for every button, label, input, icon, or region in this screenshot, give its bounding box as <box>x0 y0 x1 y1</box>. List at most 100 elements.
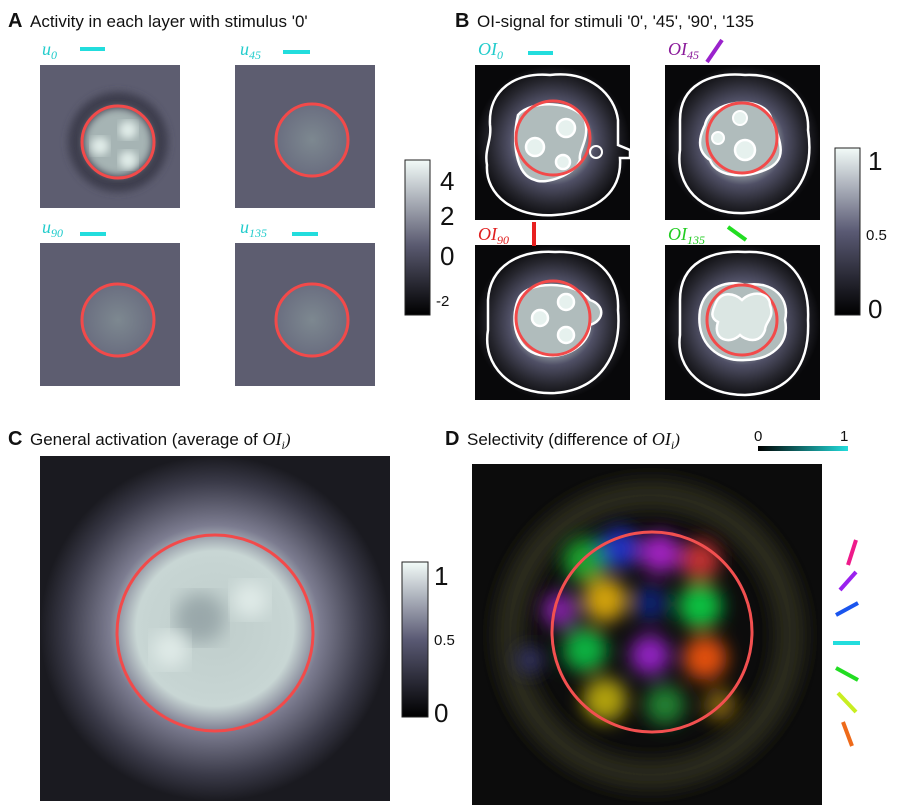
text-part: OI <box>668 39 688 59</box>
text-part: 90 <box>497 233 509 247</box>
image-a135 <box>235 243 375 386</box>
colorbar-tick: 0.5 <box>434 632 455 649</box>
orientation-bar <box>283 50 310 54</box>
image-b90 <box>475 245 630 400</box>
image-shape <box>119 151 137 169</box>
colorbar-tick: 4 <box>440 166 454 196</box>
image-label: u135 <box>240 217 267 240</box>
image-shape <box>91 137 109 155</box>
image-shape <box>630 635 670 675</box>
colorbar-b: 1 0.5 0 <box>834 146 887 324</box>
text-part: u <box>42 217 51 237</box>
image-shape <box>556 292 576 312</box>
image-shape <box>600 528 640 568</box>
image-labels-a: u0 u45 u90 u135 <box>42 39 318 240</box>
image-label: OI90 <box>478 224 509 247</box>
image-shape <box>838 570 858 592</box>
text-part: 90 <box>51 226 63 240</box>
panel-title: Selectivity (difference of OIi) <box>467 429 680 452</box>
text-part: OI <box>668 224 688 244</box>
colorbar-tick: 1 <box>434 561 448 591</box>
colorbar-c: 1 0.5 0 <box>401 561 455 728</box>
image-shape <box>276 284 348 356</box>
colorbar-tick: 0 <box>440 241 454 271</box>
text-part: 0 <box>497 48 503 62</box>
image-shape <box>524 136 546 158</box>
colorbar-tick: 0 <box>868 294 882 324</box>
orientation-bar <box>528 51 553 55</box>
image-d <box>472 464 822 805</box>
image-label: OI45 <box>668 39 699 62</box>
image-shape <box>542 592 578 628</box>
image-c <box>40 456 390 801</box>
image-shape <box>82 284 154 356</box>
text-part: i <box>281 438 284 452</box>
image-shape <box>846 539 858 566</box>
text-part: u <box>240 39 249 59</box>
image-shape <box>232 582 268 618</box>
image-shape <box>732 110 748 126</box>
image-shape <box>645 685 685 725</box>
image-label: u0 <box>42 39 57 62</box>
image-shape <box>711 131 725 145</box>
colorbar-tick: 1 <box>840 428 848 445</box>
image-shape <box>495 480 805 790</box>
image-b45 <box>665 65 820 220</box>
text-part: i <box>671 438 674 452</box>
image-shape <box>834 147 861 316</box>
image-shape <box>80 104 156 180</box>
panel-title: General activation (average of OIi) <box>30 429 291 452</box>
image-shape <box>472 464 822 805</box>
text-part: ) <box>284 430 291 449</box>
image-shape <box>632 585 668 621</box>
image-shape <box>119 121 137 139</box>
image-shape <box>274 282 350 358</box>
image-a45 <box>235 65 375 208</box>
image-shape <box>514 279 592 357</box>
image-shape <box>680 540 720 580</box>
colorbar-tick: 0 <box>754 428 762 445</box>
image-shape <box>115 533 315 733</box>
orientation-bar <box>726 225 748 242</box>
image-shape <box>152 632 188 668</box>
panel-letter: B <box>455 10 469 32</box>
image-shape <box>404 159 431 316</box>
image-a0 <box>40 65 180 208</box>
orientation-bar <box>80 47 105 51</box>
image-b0 <box>475 65 632 220</box>
panel-title: OI-signal for stimuli '0', '45', '90', '… <box>477 12 754 31</box>
image-shape <box>530 308 550 328</box>
colorbar-tick: 1 <box>868 146 882 176</box>
text-part: OI <box>478 224 498 244</box>
image-shape <box>683 636 727 680</box>
image-shape <box>841 721 854 747</box>
image-shape <box>678 73 811 215</box>
text-part: OI <box>262 429 282 449</box>
image-b135 <box>665 245 820 400</box>
text-part: Selectivity (difference of <box>467 430 652 449</box>
image-shape <box>485 250 620 395</box>
image-shape <box>678 250 810 397</box>
panel-letter: A <box>8 10 22 32</box>
image-shape <box>555 117 577 139</box>
image-a90 <box>40 243 180 386</box>
orientation-bar <box>292 232 318 236</box>
image-shape <box>836 691 858 714</box>
orientation-bar <box>532 222 536 246</box>
image-shape <box>276 104 348 176</box>
image-shape <box>401 561 429 718</box>
image-shape <box>589 145 603 159</box>
text-part: OI <box>478 39 498 59</box>
text-part: 0 <box>51 48 57 62</box>
text-part: u <box>240 217 249 237</box>
image-labels-b: OI0 OI45 OI90 OI135 <box>478 38 748 247</box>
image-shape <box>678 584 722 628</box>
image-shape <box>835 601 859 617</box>
image-shape <box>758 446 848 451</box>
image-shape <box>583 578 627 622</box>
panel-letter: C <box>8 428 22 450</box>
panel-title: Activity in each layer with stimulus '0' <box>30 12 308 31</box>
text-part: 135 <box>249 226 267 240</box>
image-shape <box>563 628 607 672</box>
image-shape <box>835 666 859 682</box>
